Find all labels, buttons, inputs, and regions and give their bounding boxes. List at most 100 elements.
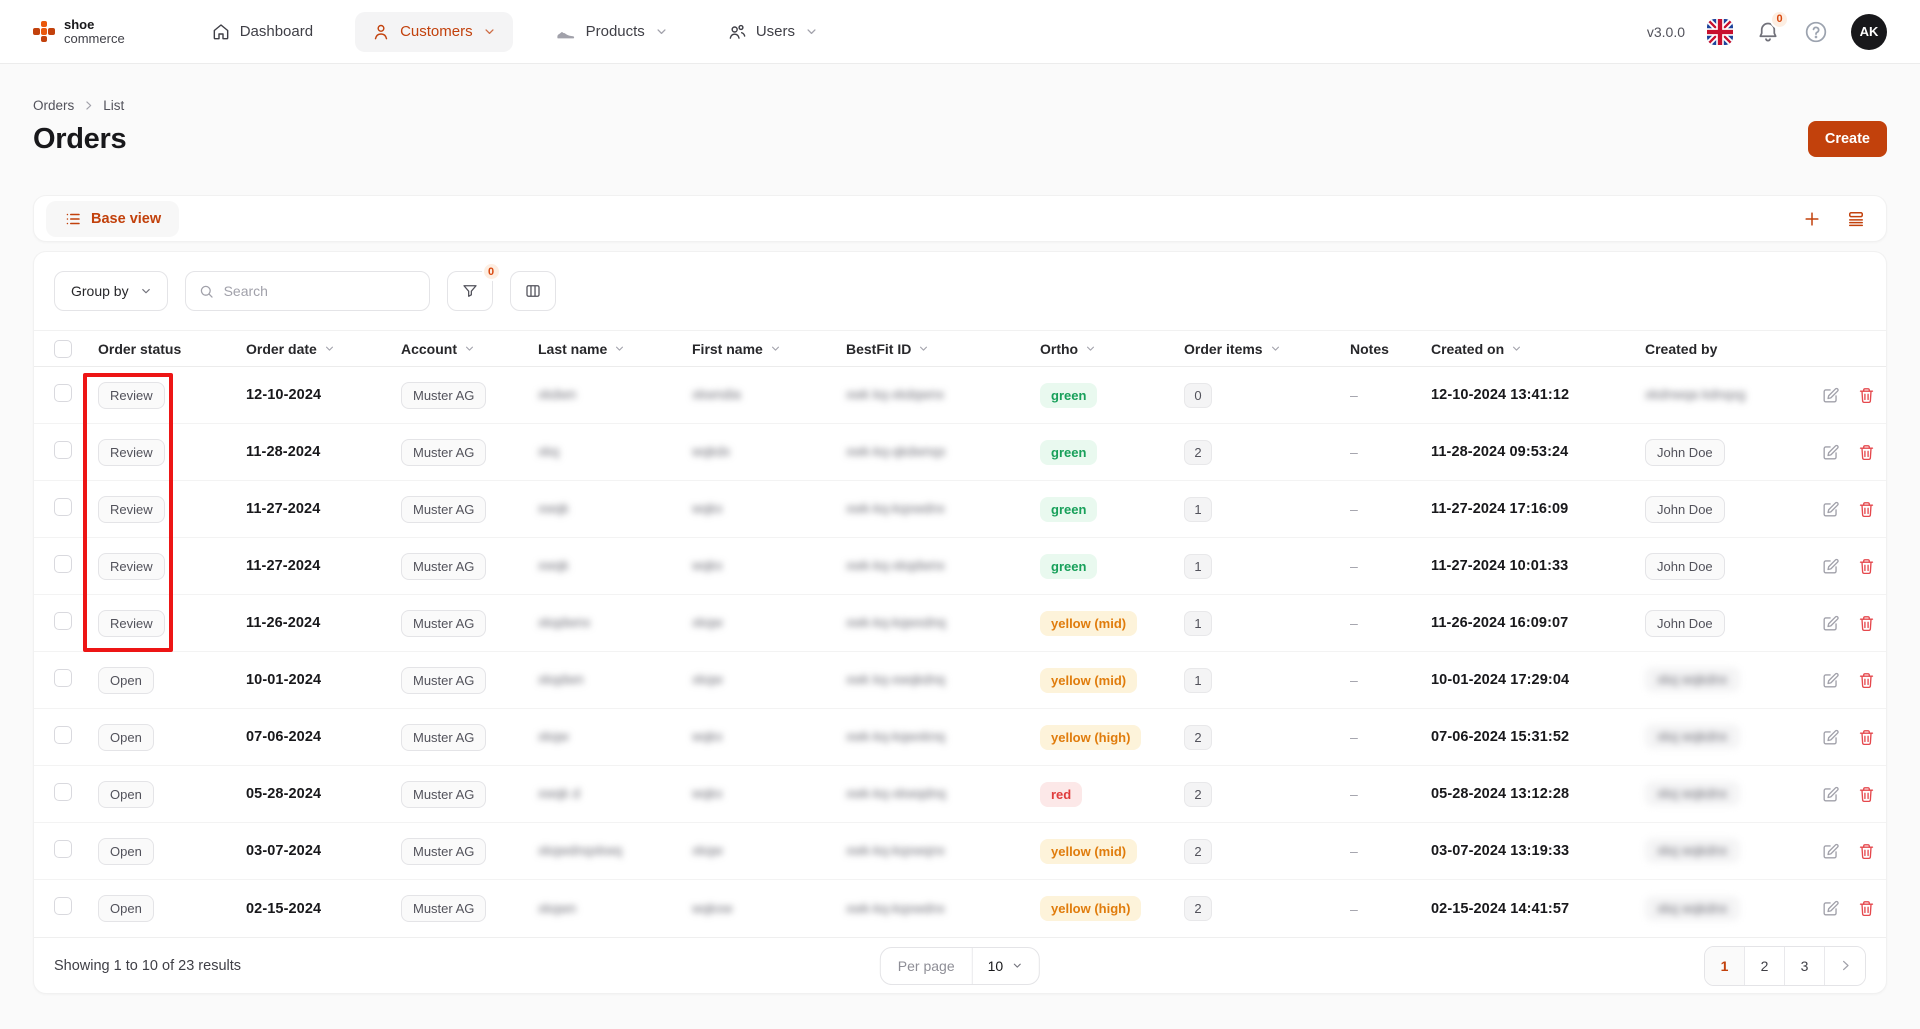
add-view-button[interactable] <box>1800 207 1824 231</box>
table-row[interactable]: Open 02-15-2024 Muster AG xkqwn wqkxw xw… <box>34 880 1886 937</box>
table-row[interactable]: Open 05-28-2024 Muster AG xwqk d wqkx xw… <box>34 766 1886 823</box>
column-header-ortho[interactable]: Ortho <box>1040 341 1184 357</box>
edit-icon[interactable] <box>1821 443 1840 462</box>
row-checkbox[interactable] <box>54 897 72 915</box>
column-header-bestfit-id[interactable]: BestFit ID <box>846 341 1040 357</box>
uk-flag-icon[interactable] <box>1707 19 1733 45</box>
table-row[interactable]: Review 11-27-2024 Muster AG xwqk wqkx xw… <box>34 481 1886 538</box>
table-row[interactable]: Review 11-27-2024 Muster AG xwqk wqkx xw… <box>34 538 1886 595</box>
table-row[interactable]: Review 11-26-2024 Muster AG xkqdwnx xkqw… <box>34 595 1886 652</box>
row-checkbox[interactable] <box>54 840 72 858</box>
created-by-cell: xkq wqkdnx <box>1645 838 1740 863</box>
next-page-button[interactable] <box>1825 947 1865 985</box>
nav-item-products[interactable]: Products <box>539 11 685 53</box>
row-checkbox[interactable] <box>54 555 72 573</box>
edit-icon[interactable] <box>1821 728 1840 747</box>
order-items-count-badge: 2 <box>1184 440 1212 465</box>
column-header-created-by: Created by <box>1645 341 1821 357</box>
home-icon <box>211 22 231 42</box>
row-checkbox[interactable] <box>54 783 72 801</box>
edit-icon[interactable] <box>1821 671 1840 690</box>
column-header-first-name[interactable]: First name <box>692 341 846 357</box>
created-by-cell: xkq wqkdnx <box>1645 896 1740 921</box>
ortho-status-badge: yellow (mid) <box>1040 839 1137 864</box>
column-header-account[interactable]: Account <box>401 341 538 357</box>
delete-icon[interactable] <box>1857 785 1876 804</box>
order-date-cell: 11-26-2024 <box>246 615 401 631</box>
help-button[interactable] <box>1803 19 1829 45</box>
page-button-3[interactable]: 3 <box>1785 947 1825 985</box>
delete-icon[interactable] <box>1857 614 1876 633</box>
search-box[interactable] <box>185 271 430 311</box>
row-checkbox[interactable] <box>54 498 72 516</box>
nav-item-users[interactable]: Users <box>711 12 835 52</box>
table-row[interactable]: Open 07-06-2024 Muster AG xkqw wqkx xwk-… <box>34 709 1886 766</box>
brand-logo[interactable]: shoecommerce <box>33 18 125 45</box>
view-list-button[interactable] <box>1844 207 1868 231</box>
notifications-button[interactable]: 0 <box>1755 19 1781 45</box>
nav-item-dashboard[interactable]: Dashboard <box>195 12 329 52</box>
delete-icon[interactable] <box>1857 443 1876 462</box>
account-badge: Muster AG <box>401 553 486 580</box>
table-row[interactable]: Open 10-01-2024 Muster AG xkqdwn xkqw xw… <box>34 652 1886 709</box>
columns-button[interactable] <box>510 271 556 311</box>
bestfit-id-cell-blurred: xwk-kq-xkwqdnq <box>846 786 946 801</box>
bestfit-id-cell-blurred: xwk-kq-kqxwdnx <box>846 901 945 916</box>
page-button-2[interactable]: 2 <box>1745 947 1785 985</box>
sort-chevron-icon <box>1510 342 1523 355</box>
last-name-cell-blurred: xwqk d <box>538 786 580 801</box>
table-row[interactable]: Open 03-07-2024 Muster AG xkqwdnqxkwq xk… <box>34 823 1886 880</box>
column-header-last-name[interactable]: Last name <box>538 341 692 357</box>
delete-icon[interactable] <box>1857 500 1876 519</box>
table-row[interactable]: Review 11-28-2024 Muster AG xkq wqkdx xw… <box>34 424 1886 481</box>
edit-icon[interactable] <box>1821 899 1840 918</box>
order-date-cell: 02-15-2024 <box>246 901 401 917</box>
row-checkbox[interactable] <box>54 384 72 402</box>
edit-icon[interactable] <box>1821 614 1840 633</box>
edit-icon[interactable] <box>1821 842 1840 861</box>
column-header-order-items[interactable]: Order items <box>1184 341 1350 357</box>
first-name-cell-blurred: wqkx <box>692 729 723 744</box>
breadcrumb-list[interactable]: List <box>103 98 124 113</box>
created-on-cell: 11-28-2024 09:53:24 <box>1431 444 1645 460</box>
view-bar: Base view <box>33 195 1887 242</box>
create-button[interactable]: Create <box>1808 121 1887 157</box>
delete-icon[interactable] <box>1857 842 1876 861</box>
ortho-status-badge: green <box>1040 383 1097 408</box>
created-on-cell: 03-07-2024 13:19:33 <box>1431 843 1645 859</box>
edit-icon[interactable] <box>1821 785 1840 804</box>
row-checkbox[interactable] <box>54 612 72 630</box>
delete-icon[interactable] <box>1857 386 1876 405</box>
per-page-value: 10 <box>988 958 1004 974</box>
edit-icon[interactable] <box>1821 557 1840 576</box>
search-input[interactable] <box>224 283 417 299</box>
edit-icon[interactable] <box>1821 500 1840 519</box>
column-header-order-date[interactable]: Order date <box>246 341 401 357</box>
edit-icon[interactable] <box>1821 386 1840 405</box>
delete-icon[interactable] <box>1857 671 1876 690</box>
per-page-select[interactable]: 10 <box>973 948 1040 984</box>
sort-chevron-icon <box>769 342 782 355</box>
delete-icon[interactable] <box>1857 728 1876 747</box>
bestfit-id-cell-blurred: xwk-kq-kqwxdnq <box>846 615 946 630</box>
row-checkbox[interactable] <box>54 441 72 459</box>
breadcrumb-orders[interactable]: Orders <box>33 98 74 113</box>
sort-chevron-icon <box>1084 342 1097 355</box>
nav-item-label: Dashboard <box>240 23 313 40</box>
table-row[interactable]: Review 12-10-2024 Muster AG xkdwn xkwndi… <box>34 367 1886 424</box>
group-by-dropdown[interactable]: Group by <box>54 271 168 311</box>
user-avatar[interactable]: AK <box>1851 14 1887 50</box>
page-button-1[interactable]: 1 <box>1705 947 1745 985</box>
base-view-tab[interactable]: Base view <box>46 201 179 237</box>
column-header-created-on[interactable]: Created on <box>1431 341 1645 357</box>
filter-button[interactable]: 0 <box>447 271 493 311</box>
row-checkbox[interactable] <box>54 726 72 744</box>
row-checkbox[interactable] <box>54 669 72 687</box>
nav-item-customers[interactable]: Customers <box>355 12 513 52</box>
delete-icon[interactable] <box>1857 557 1876 576</box>
person-icon <box>371 22 391 42</box>
delete-icon[interactable] <box>1857 899 1876 918</box>
select-all-checkbox[interactable] <box>54 340 72 358</box>
per-page-control: Per page 10 <box>880 947 1040 985</box>
brand-name: shoecommerce <box>64 18 125 45</box>
